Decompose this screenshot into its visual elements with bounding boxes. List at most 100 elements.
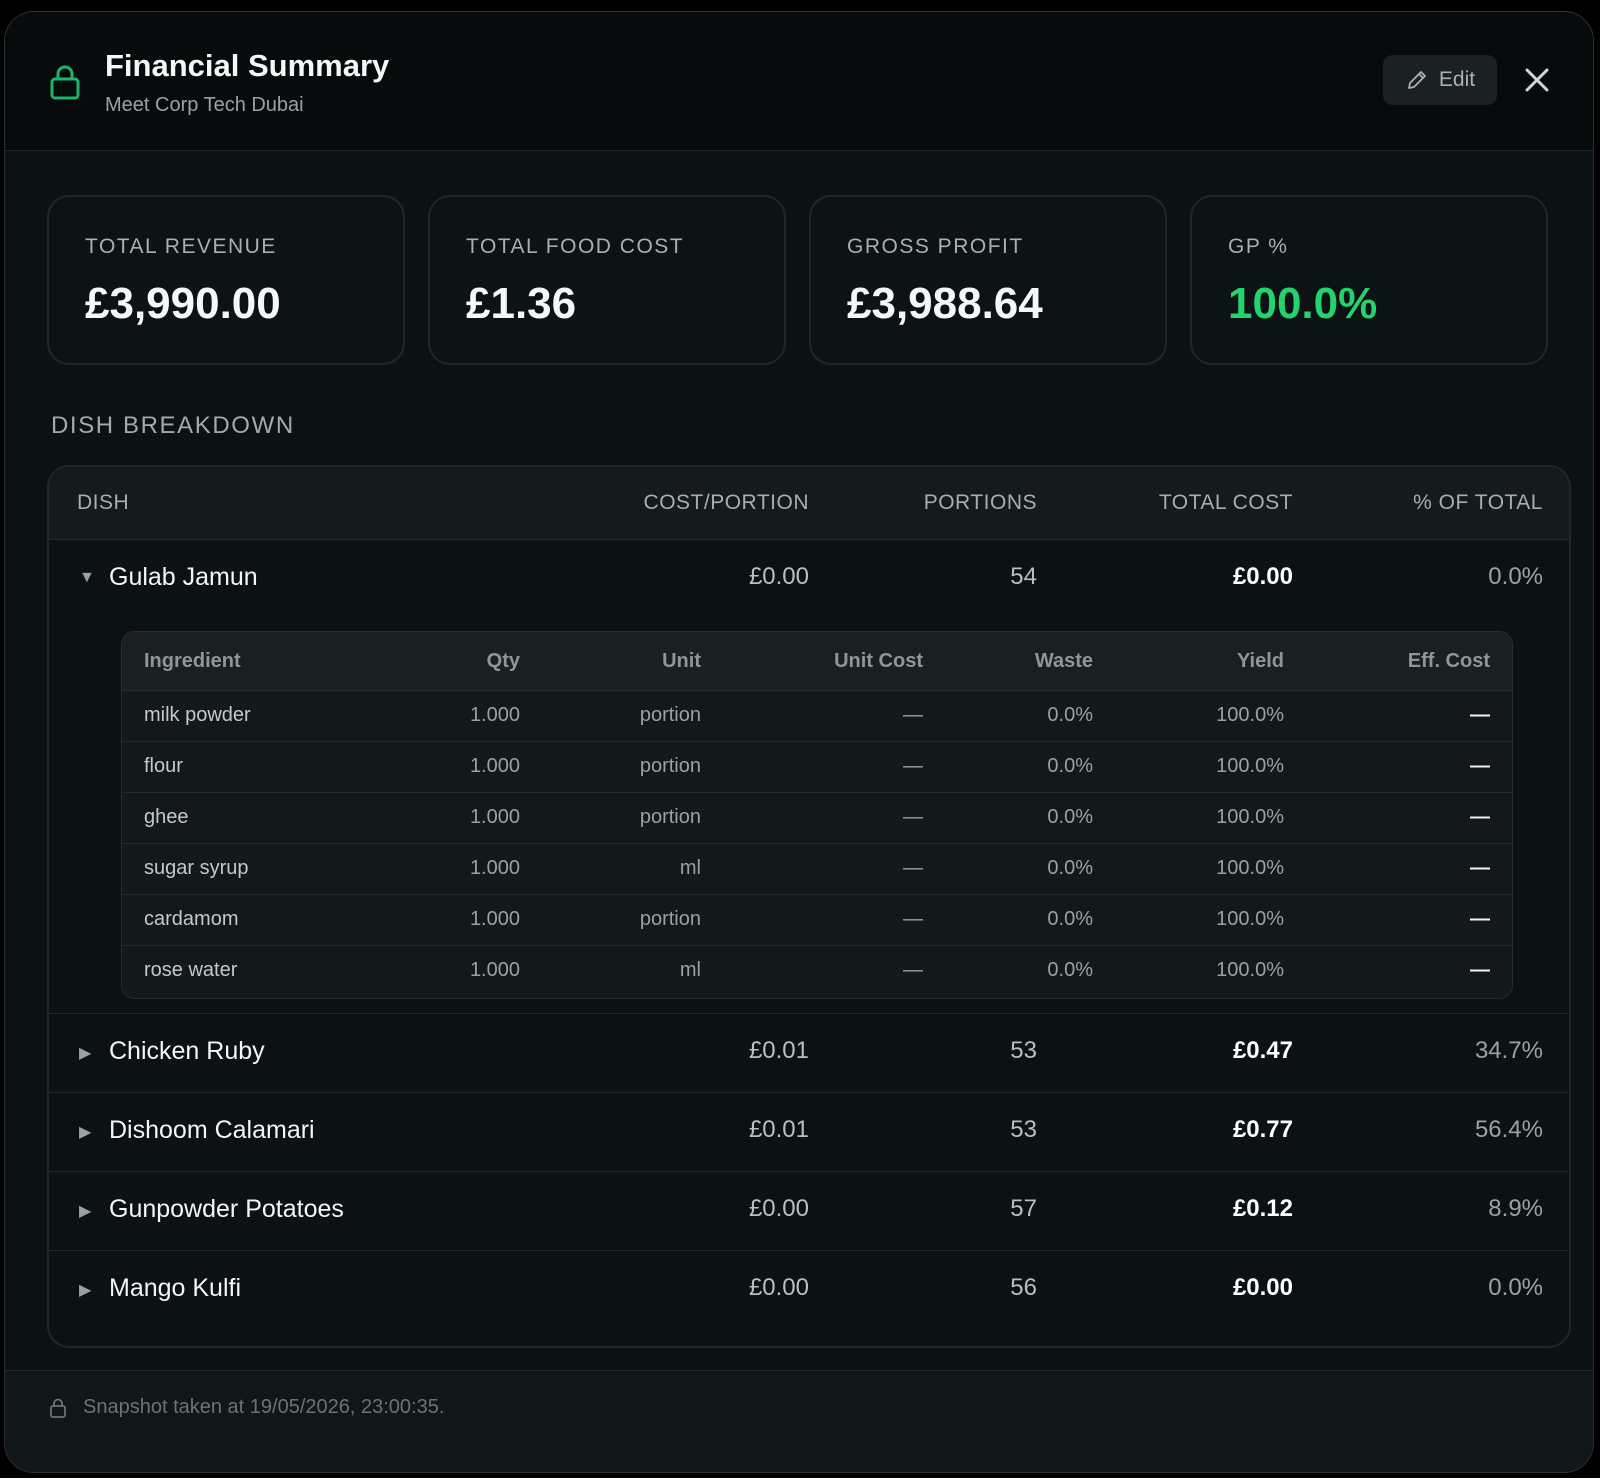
dish-row-gulab-jamun[interactable]: ▼ Gulab Jamun £0.00 54 £0.00 0.0% Ingred… bbox=[49, 539, 1569, 1014]
ingredient-unit: portion bbox=[639, 704, 701, 726]
ingredient-waste: 0.0% bbox=[1047, 908, 1093, 930]
card-value: 100.0% bbox=[1228, 279, 1378, 328]
card-value: £3,988.64 bbox=[847, 279, 1043, 328]
ingredient-unit: portion bbox=[639, 806, 701, 828]
ingredient-name: cardamom bbox=[144, 908, 239, 930]
ingredient-unit-cost: — bbox=[903, 704, 923, 726]
edit-button-label: Edit bbox=[1438, 68, 1476, 91]
ingredient-unit-cost: — bbox=[903, 959, 923, 981]
column-header-dish: DISH bbox=[77, 491, 130, 514]
dish-pct-total: 34.7% bbox=[1474, 1037, 1543, 1064]
ingredient-eff-cost: — bbox=[1470, 806, 1490, 828]
dish-cost-portion: £0.00 bbox=[748, 563, 809, 590]
ingredient-waste: 0.0% bbox=[1047, 755, 1093, 777]
modal-subtitle: Meet Corp Tech Dubai bbox=[105, 94, 304, 116]
summary-cards: TOTAL REVENUE £3,990.00 TOTAL FOOD COST … bbox=[47, 195, 1571, 367]
ingredient-name: milk powder bbox=[144, 704, 251, 726]
dish-pct-total: 0.0% bbox=[1488, 1274, 1543, 1301]
close-icon[interactable] bbox=[1519, 62, 1555, 98]
ingredient-table-header: Ingredient Qty Unit Unit Cost Waste Yiel… bbox=[122, 632, 1512, 691]
card-gross-profit: GROSS PROFIT £3,988.64 bbox=[809, 195, 1167, 365]
dish-name: Gulab Jamun bbox=[109, 563, 258, 591]
ingredient-waste: 0.0% bbox=[1047, 704, 1093, 726]
column-header-cost-portion: COST/PORTION bbox=[643, 491, 809, 514]
ingredient-yield: 100.0% bbox=[1216, 704, 1284, 726]
card-label: TOTAL REVENUE bbox=[85, 235, 277, 258]
dish-cost-portion: £0.01 bbox=[748, 1116, 809, 1143]
ingredient-yield: 100.0% bbox=[1216, 908, 1284, 930]
ingredient-yield: 100.0% bbox=[1216, 755, 1284, 777]
dish-cost-portion: £0.01 bbox=[748, 1037, 809, 1064]
ingredient-row: rose water 1.000 ml — 0.0% 100.0% — bbox=[122, 945, 1512, 996]
snapshot-timestamp: Snapshot taken at 19/05/2026, 23:00:35. bbox=[83, 1396, 445, 1418]
ingredient-unit-cost: — bbox=[903, 806, 923, 828]
ingredient-eff-cost: — bbox=[1470, 857, 1490, 879]
ingredient-unit: ml bbox=[679, 959, 701, 981]
ingredient-name: flour bbox=[144, 755, 183, 777]
ingredient-qty: 1.000 bbox=[469, 704, 520, 726]
lock-icon bbox=[50, 1398, 66, 1418]
dish-total-cost: £0.77 bbox=[1232, 1116, 1293, 1143]
dish-row-mango-kulfi[interactable]: ▶ Mango Kulfi £0.00 56 £0.00 0.0% bbox=[49, 1250, 1569, 1329]
pencil-icon bbox=[1408, 71, 1426, 89]
dish-row-gunpowder-potatoes[interactable]: ▶ Gunpowder Potatoes £0.00 57 £0.12 8.9% bbox=[49, 1171, 1569, 1251]
ingredient-row: milk powder 1.000 portion — 0.0% 100.0% … bbox=[122, 690, 1512, 742]
edit-button[interactable]: Edit bbox=[1383, 55, 1497, 105]
column-header-portions: PORTIONS bbox=[923, 491, 1037, 514]
table-header: DISH COST/PORTION PORTIONS TOTAL COST % … bbox=[49, 467, 1569, 540]
ingredient-qty: 1.000 bbox=[469, 959, 520, 981]
caret-right-icon[interactable]: ▶ bbox=[79, 1203, 92, 1220]
ingredient-row: cardamom 1.000 portion — 0.0% 100.0% — bbox=[122, 894, 1512, 946]
modal-footer: Snapshot taken at 19/05/2026, 23:00:35. bbox=[5, 1370, 1593, 1472]
ingredient-unit-cost: — bbox=[903, 857, 923, 879]
dish-total-cost: £0.47 bbox=[1232, 1037, 1293, 1064]
caret-right-icon[interactable]: ▶ bbox=[79, 1045, 92, 1062]
card-label: GP % bbox=[1228, 235, 1289, 258]
dish-portions: 56 bbox=[1010, 1274, 1037, 1301]
dish-total-cost: £0.00 bbox=[1232, 1274, 1293, 1301]
column-header-pct-total: % OF TOTAL bbox=[1413, 491, 1543, 514]
column-header-total-cost: TOTAL COST bbox=[1158, 491, 1293, 514]
dish-pct-total: 0.0% bbox=[1488, 563, 1543, 590]
dish-name: Chicken Ruby bbox=[109, 1037, 265, 1065]
ingredient-eff-cost: — bbox=[1470, 755, 1490, 777]
column-header-yield: Yield bbox=[1236, 650, 1284, 672]
column-header-ingredient: Ingredient bbox=[144, 650, 241, 672]
column-header-waste: Waste bbox=[1034, 650, 1093, 672]
ingredient-unit-cost: — bbox=[903, 755, 923, 777]
ingredient-row: ghee 1.000 portion — 0.0% 100.0% — bbox=[122, 792, 1512, 844]
card-value: £1.36 bbox=[466, 279, 577, 328]
card-value: £3,990.00 bbox=[85, 279, 281, 328]
dish-pct-total: 56.4% bbox=[1474, 1116, 1543, 1143]
caret-right-icon[interactable]: ▶ bbox=[79, 1282, 92, 1299]
dish-portions: 54 bbox=[1010, 563, 1037, 590]
modal-header: Financial Summary Meet Corp Tech Dubai E… bbox=[5, 12, 1593, 151]
column-header-eff-cost: Eff. Cost bbox=[1407, 650, 1490, 672]
ingredient-unit-cost: — bbox=[903, 908, 923, 930]
modal-title: Financial Summary bbox=[105, 48, 390, 83]
ingredient-eff-cost: — bbox=[1470, 959, 1490, 981]
ingredient-qty: 1.000 bbox=[469, 908, 520, 930]
dish-row-dishoom-calamari[interactable]: ▶ Dishoom Calamari £0.01 53 £0.77 56.4% bbox=[49, 1092, 1569, 1172]
ingredient-unit: portion bbox=[639, 755, 701, 777]
ingredient-qty: 1.000 bbox=[469, 857, 520, 879]
section-title: DISH BREAKDOWN bbox=[51, 412, 295, 439]
caret-down-icon[interactable]: ▼ bbox=[79, 569, 95, 586]
financial-summary-modal: Financial Summary Meet Corp Tech Dubai E… bbox=[4, 11, 1594, 1473]
column-header-unit: Unit bbox=[662, 650, 701, 672]
ingredient-waste: 0.0% bbox=[1047, 806, 1093, 828]
dish-name: Dishoom Calamari bbox=[109, 1116, 315, 1144]
dish-cost-portion: £0.00 bbox=[748, 1274, 809, 1301]
ingredient-name: rose water bbox=[144, 959, 238, 981]
ingredient-unit: portion bbox=[639, 908, 701, 930]
card-label: GROSS PROFIT bbox=[847, 235, 1024, 258]
card-label: TOTAL FOOD COST bbox=[466, 235, 685, 258]
ingredient-table: Ingredient Qty Unit Unit Cost Waste Yiel… bbox=[121, 631, 1513, 999]
card-total-revenue: TOTAL REVENUE £3,990.00 bbox=[47, 195, 405, 365]
column-header-unit-cost: Unit Cost bbox=[834, 650, 923, 672]
dish-row-chicken-ruby[interactable]: ▶ Chicken Ruby £0.01 53 £0.47 34.7% bbox=[49, 1013, 1569, 1093]
ingredient-yield: 100.0% bbox=[1216, 959, 1284, 981]
caret-right-icon[interactable]: ▶ bbox=[79, 1124, 92, 1141]
column-header-qty: Qty bbox=[486, 650, 520, 672]
dish-cost-portion: £0.00 bbox=[748, 1195, 809, 1222]
